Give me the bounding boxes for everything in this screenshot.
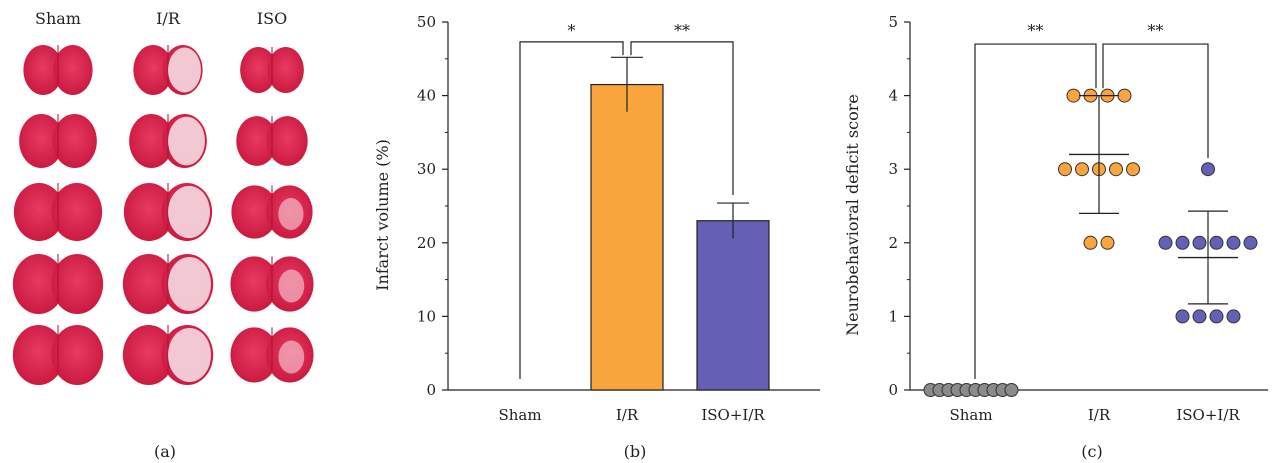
scatter-y-tick-label: 5 [888,13,898,31]
scatter-point [1209,235,1224,250]
brain-slice-infarct [168,47,201,93]
scatter-significance-label: ** [1148,21,1164,40]
panel-c-scatter-chart: 0 1 2 3 4 5 Sham I/R ISO+I/R ** ** Neurobehaviora… [843,13,1268,461]
bar-y-tick-label: 30 [417,160,436,178]
brain-slice-left-hemisphere [231,185,278,239]
brain-slice-left-hemisphere [122,325,175,385]
scatter-point [1226,235,1241,250]
brain-slice-left-hemisphere [133,45,173,95]
scatter-y-tick-label: 1 [888,307,898,325]
brain-slice-left-hemisphere [240,47,277,93]
bar-y-tick-label: 40 [417,87,436,105]
brain-slice-right-hemisphere [51,254,104,314]
brain-slice-grid [12,45,314,385]
bar [590,83,664,391]
bar-x-tick-label: Sham [498,406,541,424]
brain-slice-left-hemisphere [23,45,63,95]
brain-slice-right-hemisphere [266,116,308,166]
bar-y-tick-label: 50 [417,13,436,31]
scatter-point [1083,235,1098,250]
brain-slice-left-hemisphere [12,254,65,314]
brain-slice-left-hemisphere [236,116,278,166]
bar-significance-bracket [519,41,624,379]
brain-slice-right-hemisphere [267,47,304,93]
brain-slice-left-hemisphere [230,327,278,383]
scatter-x-tick-label: I/R [1088,406,1111,424]
scatter-point [1066,88,1081,103]
scatter-point [1100,235,1115,250]
brain-slice-right-hemisphere [53,45,93,95]
bar-chart-bars [590,56,770,391]
bar-y-tick-label: 20 [417,234,436,252]
scatter-point [1109,162,1123,177]
brain-slice-partial-infarct [278,340,305,374]
scatter-chart-points [923,88,1258,397]
brain-slice-left-hemisphere [230,256,278,312]
brain-slice-left-hemisphere [123,183,175,241]
brain-slice-infarct [168,185,210,239]
scatter-point [1201,162,1215,177]
bar-x-tick-label: I/R [616,406,639,424]
scatter-point [1075,162,1089,177]
scatter-point [1243,235,1258,250]
brain-slice-infarct [168,116,205,166]
scatter-point [1175,309,1190,324]
scatter-point [1192,309,1207,324]
bar-significance-label: ** [674,21,690,40]
scatter-y-tick-label: 2 [888,234,898,252]
bar-significance-label: * [568,21,576,40]
scatter-chart-ylabel: Neurobehavioral deficit score [843,94,862,336]
scatter-y-tick-label: 0 [888,381,898,399]
brain-slice-right-hemisphere [51,183,103,241]
brain-slice-partial-infarct [278,198,304,230]
brain-slice-right-hemisphere [52,114,97,168]
caption-b: (b) [624,442,647,461]
scatter-point [1226,309,1241,324]
brain-slice-right-hemisphere [51,325,104,385]
scatter-point [1126,162,1140,177]
scatter-point [1004,383,1019,397]
scatter-chart-significance: ** ** [974,21,1209,379]
scatter-point [1209,309,1224,324]
column-label-ir: I/R [156,9,181,28]
column-label-sham: Sham [35,9,81,28]
scatter-point [1117,88,1132,103]
caption-a: (a) [154,442,176,461]
brain-slice-partial-infarct [278,269,305,303]
scatter-point [1058,162,1072,177]
scatter-point [1158,235,1173,250]
bar [696,220,770,391]
bar-y-tick-label: 10 [417,307,436,325]
brain-slice-infarct [168,328,211,382]
scatter-x-tick-label: ISO+I/R [1176,406,1240,424]
scatter-y-tick-label: 3 [888,160,898,178]
brain-slice-infarct [168,257,211,311]
bar-significance-bracket [630,41,734,195]
bar-chart-axes: 0 10 20 30 40 50 Sham I/R ISO+I/R [417,13,820,424]
panel-a: Sham I/R ISO (a) [12,9,314,461]
bar-chart-significance: * ** [519,21,734,379]
scatter-x-tick-label: Sham [949,406,992,424]
brain-slice-left-hemisphere [19,114,64,168]
bar-y-tick-label: 0 [426,381,436,399]
brain-slice-left-hemisphere [13,183,65,241]
scatter-significance-bracket [1102,43,1209,159]
brain-slice-left-hemisphere [122,254,175,314]
scatter-significance-label: ** [1028,21,1044,40]
scatter-significance-bracket [974,43,1097,379]
scatter-y-tick-label: 4 [888,87,898,105]
scatter-point [1175,235,1190,250]
scatter-point [1192,235,1207,250]
caption-c: (c) [1081,442,1102,461]
scatter-chart-axes: 0 1 2 3 4 5 Sham I/R ISO+I/R [888,13,1268,424]
bar-chart-ylabel: Infarct volume (%) [373,139,392,291]
column-label-iso: ISO [257,9,287,28]
brain-slice-left-hemisphere [12,325,65,385]
brain-slice-left-hemisphere [129,114,174,168]
bar-x-tick-label: ISO+I/R [701,406,765,424]
